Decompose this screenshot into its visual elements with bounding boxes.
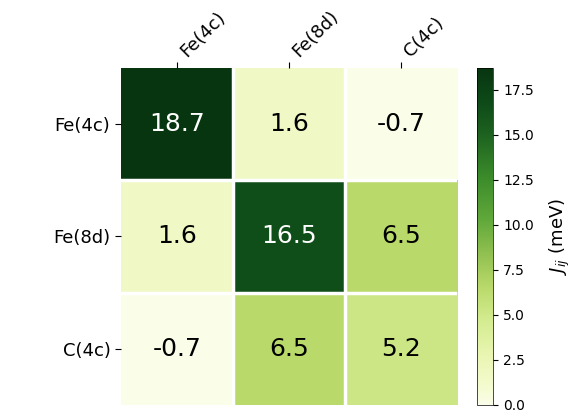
Text: 5.2: 5.2	[381, 336, 421, 360]
Text: 1.6: 1.6	[269, 113, 309, 136]
Y-axis label: $J_{ij}$ (meV): $J_{ij}$ (meV)	[548, 198, 572, 275]
Text: 6.5: 6.5	[269, 336, 309, 360]
Text: -0.7: -0.7	[376, 113, 425, 136]
Text: 18.7: 18.7	[149, 113, 205, 136]
Text: 6.5: 6.5	[381, 224, 421, 249]
Text: 1.6: 1.6	[157, 224, 197, 249]
Text: 16.5: 16.5	[261, 224, 317, 249]
Text: -0.7: -0.7	[153, 336, 201, 360]
